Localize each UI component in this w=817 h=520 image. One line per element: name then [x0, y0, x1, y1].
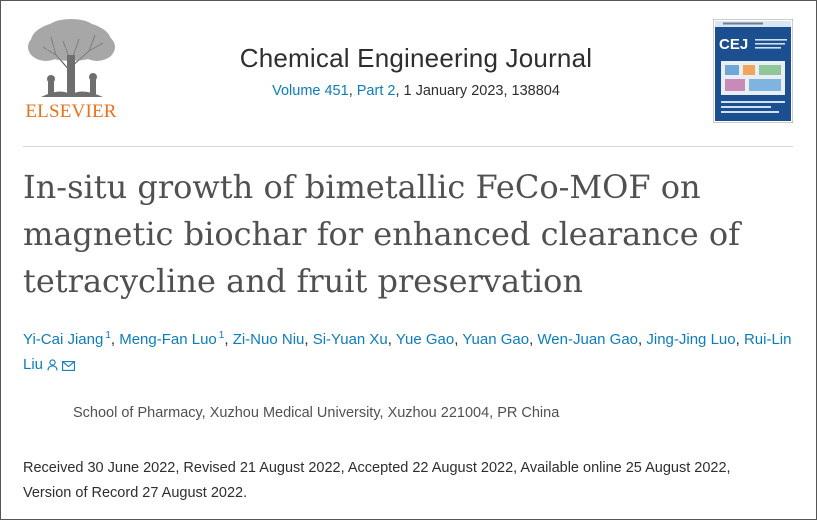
- history-line-1: Received 30 June 2022, Revised 21 August…: [23, 460, 731, 476]
- author-link[interactable]: Yi-Cai Jiang: [23, 331, 104, 348]
- article-history: Received 30 June 2022, Revised 21 August…: [23, 456, 798, 506]
- corresponding-author-link[interactable]: Rui-Lin Liu: [23, 331, 792, 373]
- author-footnote[interactable]: 1: [218, 330, 225, 341]
- person-icon[interactable]: [47, 354, 58, 379]
- mail-icon[interactable]: [62, 354, 75, 379]
- issue-separator: ,: [395, 83, 404, 99]
- author-link[interactable]: Si-Yuan Xu: [312, 331, 388, 348]
- comma-separator: ,: [348, 83, 357, 99]
- title-line-1: In-situ growth of bimetallic FeCo-MOF on: [23, 168, 701, 206]
- author-separator: ,: [304, 331, 313, 348]
- author-link[interactable]: Jing-Jing Luo: [646, 331, 736, 348]
- author-separator: ,: [735, 331, 744, 348]
- journal-issue-line: Volume 451, Part 2, 1 January 2023, 1388…: [201, 83, 631, 99]
- author-separator: ,: [110, 331, 120, 348]
- svg-text:CEJ: CEJ: [719, 36, 748, 53]
- title-line-3: tetracycline and fruit preservation: [23, 262, 583, 300]
- author-separator: ,: [454, 331, 463, 348]
- header-divider: [23, 146, 793, 147]
- author-list: Yi-Cai Jiang 1, Meng-Fan Luo 1, Zi-Nuo Niu…: [23, 323, 798, 379]
- issue-details: 1 January 2023, 138804: [403, 83, 560, 99]
- journal-title[interactable]: Chemical Engineering Journal: [239, 43, 593, 73]
- author-separator: ,: [638, 331, 647, 348]
- author-link[interactable]: Yuan Gao: [462, 331, 530, 348]
- author-separator: ,: [529, 331, 538, 348]
- elsevier-tree-icon: [28, 19, 115, 97]
- author-separator: ,: [224, 331, 233, 348]
- author-link[interactable]: Meng-Fan Luo: [119, 331, 217, 348]
- article-title: In-situ growth of bimetallic FeCo-MOF on…: [23, 164, 793, 305]
- elsevier-logo[interactable]: ELSEVIER: [21, 17, 121, 125]
- author-link[interactable]: Wen-Juan Gao: [537, 331, 639, 348]
- title-line-2: magnetic biochar for enhanced clearance …: [23, 215, 740, 253]
- volume-link[interactable]: Volume 451: [272, 83, 349, 99]
- author-affiliation: School of Pharmacy, Xuzhou Medical Unive…: [73, 405, 560, 421]
- part-link[interactable]: Part 2: [356, 83, 396, 99]
- author-separator: ,: [387, 331, 396, 348]
- journal-cover-image[interactable]: CEJ: [712, 18, 794, 124]
- author-footnote[interactable]: 1: [105, 330, 111, 341]
- author-link[interactable]: Yue Gao: [395, 331, 455, 348]
- history-line-2: Version of Record 27 August 2022.: [23, 485, 248, 501]
- elsevier-wordmark: ELSEVIER: [25, 101, 117, 122]
- author-link[interactable]: Zi-Nuo Niu: [232, 331, 305, 348]
